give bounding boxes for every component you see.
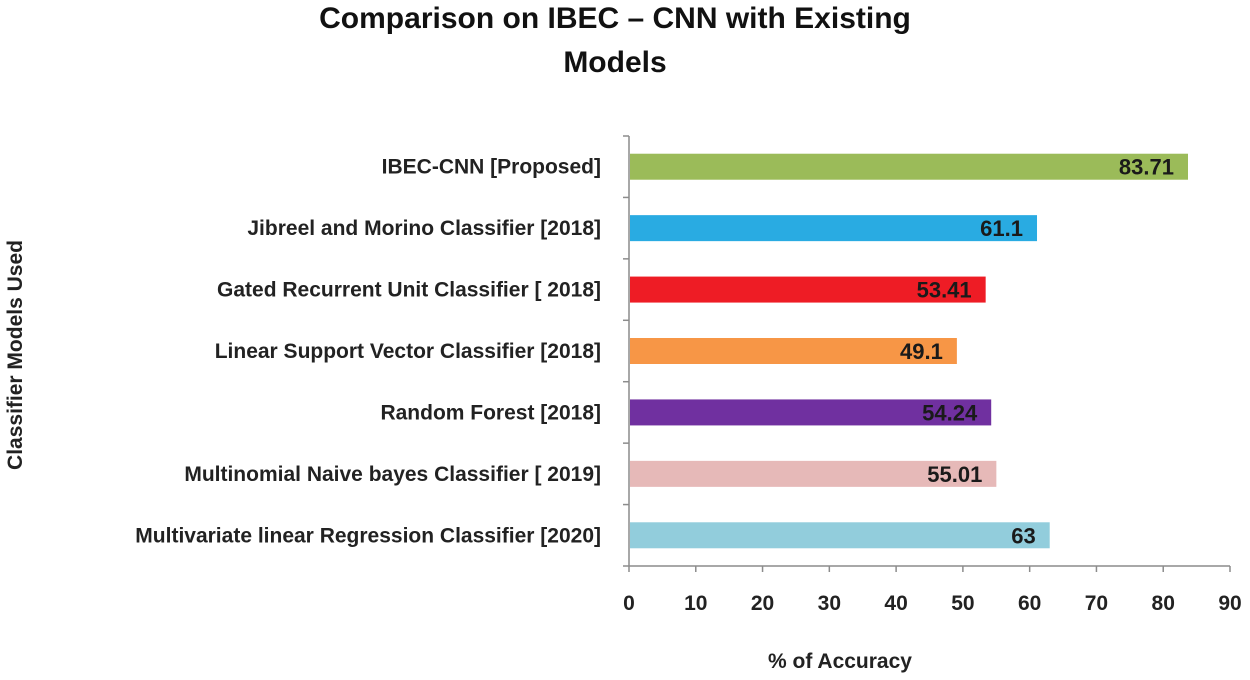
y-axis-label: Classifier Models Used	[4, 240, 27, 470]
x-tick-label: 50	[951, 592, 974, 615]
bars: 83.71 61.1 53.41 49.1 54.24 55.01 63	[630, 153, 1188, 549]
y-axis: IBEC-CNN [Proposed] Jibreel and Morino Cl…	[135, 135, 630, 567]
x-tick-label: 20	[751, 592, 774, 615]
bar	[630, 522, 1050, 549]
bar	[630, 276, 986, 303]
x-tick-label: 70	[1085, 592, 1108, 615]
chart-title-line-2: Models	[563, 46, 667, 79]
category-label: Random Forest [2018]	[380, 401, 601, 424]
data-label: 55.01	[927, 462, 982, 487]
category-label: IBEC-CNN [Proposed]	[382, 156, 601, 179]
bar	[630, 460, 997, 487]
data-label: 53.41	[917, 278, 972, 303]
bar	[630, 338, 957, 364]
x-axis-label: % of Accuracy	[768, 650, 912, 673]
x-tick-label: 10	[684, 592, 707, 615]
chart-title-line-1: Comparison on IBEC – CNN with Existing	[319, 2, 911, 35]
bar	[630, 399, 992, 426]
data-label: 83.71	[1119, 155, 1174, 180]
category-label: Jibreel and Morino Classifier [2018]	[247, 217, 601, 240]
x-tick-label: 0	[623, 592, 635, 615]
x-tick-label: 80	[1152, 592, 1175, 615]
category-label: Multinomial Naive bayes Classifier [ 201…	[184, 463, 601, 486]
x-axis: 0 10 20 30 40 50 60 70 80 90	[623, 565, 1242, 615]
x-tick-label: 90	[1218, 592, 1241, 615]
category-label: Linear Support Vector Classifier [2018]	[215, 340, 601, 363]
bar	[630, 215, 1038, 242]
data-label: 63	[1011, 523, 1035, 548]
x-tick-label: 30	[818, 592, 841, 615]
data-label: 49.1	[900, 339, 943, 364]
bar	[630, 153, 1188, 180]
data-label: 54.24	[922, 400, 978, 425]
category-label: Gated Recurrent Unit Classifier [ 2018]	[217, 279, 601, 302]
category-label: Multivariate linear Regression Classifie…	[135, 524, 601, 547]
x-tick-label: 40	[884, 592, 907, 615]
x-tick-label: 60	[1018, 592, 1041, 615]
data-label: 61.1	[980, 216, 1023, 241]
